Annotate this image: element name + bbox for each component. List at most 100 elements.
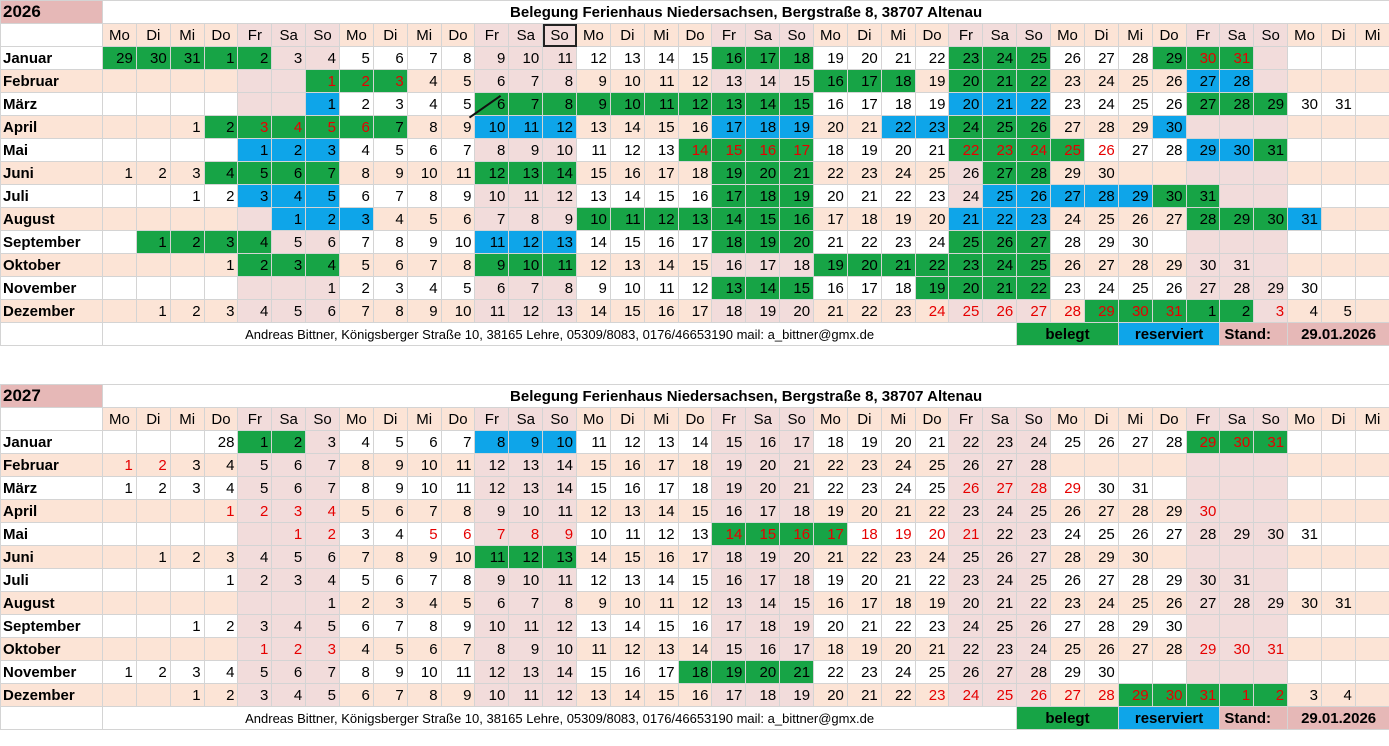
day-cell[interactable]: 3 xyxy=(237,614,273,638)
day-cell[interactable]: 9 xyxy=(406,230,442,254)
day-cell[interactable]: 30 xyxy=(1151,184,1187,208)
month-name[interactable]: Mai xyxy=(0,522,103,546)
day-cell[interactable]: 3 xyxy=(203,299,239,323)
day-cell[interactable]: 9 xyxy=(508,637,544,661)
day-cell[interactable]: 29 xyxy=(1151,253,1187,277)
day-cell[interactable]: 25 xyxy=(982,614,1018,638)
day-cell[interactable]: 7 xyxy=(305,476,341,500)
day-cell[interactable]: 15 xyxy=(576,476,611,500)
month-name[interactable]: April xyxy=(0,499,103,523)
day-cell[interactable]: 12 xyxy=(508,545,544,569)
day-cell[interactable]: 16 xyxy=(609,453,645,477)
day-cell[interactable]: 19 xyxy=(779,683,815,707)
day-cell[interactable]: 20 xyxy=(846,253,882,277)
day-cell[interactable]: 26 xyxy=(1050,253,1085,277)
day-cell[interactable]: 16 xyxy=(779,522,815,546)
day-cell[interactable]: 4 xyxy=(305,568,341,592)
day-cell[interactable]: 17 xyxy=(779,138,815,162)
day-cell[interactable]: 5 xyxy=(372,430,408,454)
day-cell[interactable]: 15 xyxy=(711,430,747,454)
day-cell[interactable]: 3 xyxy=(237,184,273,208)
day-cell[interactable]: 12 xyxy=(474,660,510,684)
day-cell[interactable]: 16 xyxy=(711,499,747,523)
day-cell[interactable]: 22 xyxy=(914,253,950,277)
day-cell[interactable]: 30 xyxy=(135,46,171,70)
day-cell[interactable]: 24 xyxy=(914,299,950,323)
day-cell[interactable]: 6 xyxy=(339,184,374,208)
day-cell[interactable]: 5 xyxy=(372,138,408,162)
day-cell[interactable]: 8 xyxy=(440,568,476,592)
day-cell[interactable]: 6 xyxy=(406,637,442,661)
day-cell[interactable]: 9 xyxy=(508,138,544,162)
day-cell[interactable]: 31 xyxy=(1253,430,1289,454)
day-cell[interactable]: 24 xyxy=(1083,591,1119,615)
day-cell[interactable]: 30 xyxy=(1287,92,1322,116)
day-cell[interactable]: 8 xyxy=(440,499,476,523)
day-cell[interactable]: 17 xyxy=(677,299,713,323)
day-cell[interactable]: 16 xyxy=(677,614,713,638)
day-cell[interactable]: 31 xyxy=(1185,683,1221,707)
day-cell[interactable]: 31 xyxy=(1185,184,1221,208)
day-cell[interactable]: 22 xyxy=(846,299,882,323)
day-cell[interactable]: 27 xyxy=(1083,253,1119,277)
day-cell[interactable]: 10 xyxy=(508,46,544,70)
day-cell[interactable]: 2 xyxy=(135,161,171,185)
month-name[interactable]: Dezember xyxy=(0,683,103,707)
day-cell[interactable]: 21 xyxy=(982,92,1018,116)
day-cell[interactable]: 19 xyxy=(813,46,848,70)
day-cell[interactable]: 14 xyxy=(643,499,679,523)
day-cell[interactable]: 17 xyxy=(745,253,781,277)
day-cell[interactable]: 1 xyxy=(271,207,307,231)
day-cell[interactable]: 13 xyxy=(643,138,679,162)
day-cell[interactable]: 23 xyxy=(914,184,950,208)
day-cell[interactable]: 21 xyxy=(813,545,848,569)
day-cell[interactable]: 30 xyxy=(1287,276,1322,300)
day-cell[interactable]: 25 xyxy=(1117,92,1153,116)
day-cell[interactable]: 21 xyxy=(914,637,950,661)
day-cell[interactable]: 1 xyxy=(169,115,205,139)
day-cell[interactable]: 29 xyxy=(1253,276,1289,300)
day-cell[interactable]: 24 xyxy=(982,499,1018,523)
day-cell[interactable]: 23 xyxy=(1050,69,1085,93)
day-cell[interactable]: 4 xyxy=(1320,683,1356,707)
day-cell[interactable]: 8 xyxy=(339,161,374,185)
day-cell[interactable]: 31 xyxy=(1320,591,1356,615)
day-cell[interactable]: 10 xyxy=(474,184,510,208)
day-cell[interactable]: 3 xyxy=(169,660,205,684)
day-cell[interactable]: 2 xyxy=(339,276,374,300)
day-cell[interactable]: 8 xyxy=(372,299,408,323)
day-cell[interactable]: 6 xyxy=(305,230,341,254)
day-cell[interactable]: 28 xyxy=(1083,115,1119,139)
day-cell[interactable]: 17 xyxy=(711,184,747,208)
day-cell[interactable]: 22 xyxy=(880,614,916,638)
day-cell[interactable]: 27 xyxy=(1016,545,1052,569)
day-cell[interactable]: 3 xyxy=(169,453,205,477)
day-cell[interactable]: 29 xyxy=(1253,591,1289,615)
day-cell[interactable]: 24 xyxy=(1016,637,1052,661)
month-name[interactable]: März xyxy=(0,476,103,500)
day-cell[interactable]: 27 xyxy=(1050,683,1085,707)
day-cell[interactable]: 15 xyxy=(677,253,713,277)
day-cell[interactable]: 6 xyxy=(305,545,341,569)
day-cell[interactable]: 19 xyxy=(779,115,815,139)
day-cell[interactable]: 26 xyxy=(1117,207,1153,231)
day-cell[interactable]: 21 xyxy=(846,115,882,139)
day-cell[interactable]: 1 xyxy=(203,46,239,70)
day-cell[interactable]: 15 xyxy=(643,614,679,638)
month-name[interactable]: Oktober xyxy=(0,637,103,661)
day-cell[interactable]: 30 xyxy=(1151,614,1187,638)
day-cell[interactable]: 6 xyxy=(339,683,374,707)
day-cell[interactable]: 10 xyxy=(474,115,510,139)
day-cell[interactable]: 3 xyxy=(203,545,239,569)
month-name[interactable]: Oktober xyxy=(0,253,103,277)
day-cell[interactable]: 15 xyxy=(609,230,645,254)
day-cell[interactable]: 2 xyxy=(237,568,273,592)
day-cell[interactable]: 27 xyxy=(1016,299,1052,323)
day-cell[interactable]: 12 xyxy=(576,46,611,70)
day-cell[interactable]: 3 xyxy=(372,69,408,93)
day-cell[interactable]: 12 xyxy=(576,253,611,277)
day-cell[interactable]: 25 xyxy=(914,453,950,477)
day-cell[interactable]: 22 xyxy=(982,522,1018,546)
day-cell[interactable]: 10 xyxy=(609,591,645,615)
day-cell[interactable]: 7 xyxy=(440,430,476,454)
